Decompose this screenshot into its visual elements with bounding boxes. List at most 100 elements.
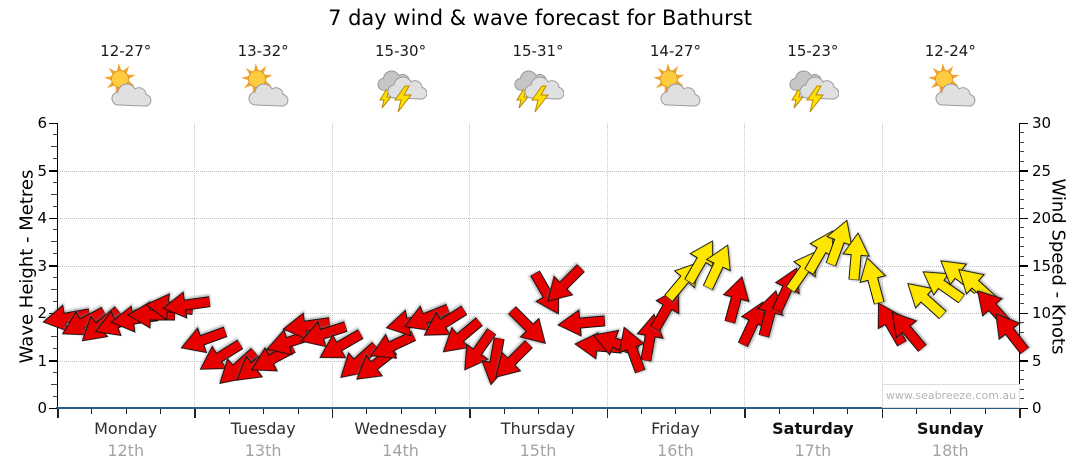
right-axis-tick (1020, 170, 1028, 172)
day-name: Wednesday (354, 419, 447, 438)
day-date: 12th (107, 441, 145, 460)
left-axis-tick (53, 158, 57, 160)
left-axis-tick (51, 241, 57, 243)
horizontal-gridline (57, 360, 1019, 362)
left-axis-tick (49, 217, 57, 219)
left-axis-tick (53, 134, 57, 136)
six-hour-tick (297, 409, 299, 414)
day-date: 15th (519, 441, 557, 460)
left-axis-tick (53, 371, 57, 373)
left-axis-tick-label: 2 (37, 304, 47, 322)
vertical-gridline (194, 123, 196, 408)
left-axis-tick (49, 407, 57, 409)
wind-arrow (891, 311, 928, 353)
six-hour-tick (538, 409, 539, 414)
day-name: Saturday (772, 419, 854, 438)
six-hour-tick (915, 409, 917, 414)
left-axis-tick (49, 265, 57, 267)
day-temperature: 12-24° (924, 42, 976, 60)
storm-icon (787, 62, 840, 118)
sun-cloud-icon (237, 62, 289, 118)
right-axis-tick (1020, 189, 1024, 190)
right-axis-tick (1020, 312, 1028, 314)
storm-icon (375, 62, 427, 118)
right-axis-tick (1020, 227, 1024, 228)
day-boundary-tick (744, 409, 746, 418)
right-axis-tick (1020, 274, 1024, 276)
day-boundary-tick (469, 409, 471, 418)
wind-arrow (684, 239, 714, 285)
right-axis-tick (1020, 322, 1024, 323)
left-axis-tick (53, 253, 57, 255)
day-temperature: 14-27° (649, 42, 701, 60)
left-axis-tick (53, 348, 57, 350)
day-date: 13th (244, 441, 282, 460)
six-hour-tick (812, 409, 814, 414)
wind-arrow (995, 313, 1030, 355)
left-axis-tick (51, 383, 57, 385)
wind-arrow (61, 306, 107, 335)
wind-arrow (737, 300, 766, 348)
horizontal-gridline (57, 170, 1019, 172)
wind-arrow (180, 326, 228, 353)
horizontal-gridline (57, 265, 1019, 267)
right-axis-tick-label: 30 (1032, 114, 1052, 132)
day-boundary-tick (57, 409, 59, 418)
right-axis-tick (1020, 265, 1028, 267)
day-temperature: 12-27° (100, 42, 152, 60)
wind-arrow (859, 256, 887, 305)
right-axis-tick (1020, 293, 1024, 295)
right-axis-tick (1020, 369, 1024, 371)
vertical-gridline (331, 123, 333, 408)
right-axis-tick (1020, 255, 1024, 257)
left-axis-tick (53, 276, 57, 278)
horizontal-gridline (57, 218, 1019, 219)
left-axis-tick (53, 300, 57, 302)
day-name: Friday (651, 419, 700, 438)
day-name: Monday (94, 419, 158, 438)
wind-arrow (423, 304, 468, 336)
wind-arrow (300, 320, 349, 348)
day-name: Tuesday (230, 419, 296, 438)
six-hour-tick (950, 409, 952, 414)
day-name: Sunday (917, 419, 984, 438)
right-axis-tick (1020, 407, 1028, 409)
left-axis-tick (53, 181, 57, 183)
right-axis-tick (1020, 284, 1024, 285)
chart-title: 7 day wind & wave forecast for Bathurst (328, 6, 752, 30)
left-axis-tick (53, 395, 57, 397)
right-axis-tick-label: 25 (1032, 161, 1052, 180)
wind-arrow (619, 326, 647, 374)
six-hour-tick (160, 409, 162, 414)
day-name: Thursday (500, 419, 576, 438)
right-axis-tick (1020, 141, 1024, 143)
six-hour-tick (400, 409, 402, 414)
right-axis-tick-label: 5 (1032, 351, 1042, 370)
left-axis-tick (51, 146, 57, 148)
six-hour-tick (263, 409, 265, 414)
six-hour-tick (778, 409, 780, 414)
left-axis-tick (51, 288, 57, 290)
day-boundary-tick (881, 409, 884, 418)
six-hour-tick (641, 409, 643, 414)
vertical-gridline (469, 123, 471, 408)
day-boundary-tick (1019, 409, 1021, 418)
left-axis-tick (51, 193, 57, 195)
wind-arrow (703, 243, 732, 291)
day-temperature: 15-30° (375, 42, 427, 60)
vertical-gridline (881, 123, 883, 408)
day-date: 18th (931, 441, 969, 460)
wind-arrow (546, 263, 585, 302)
wind-arrow (906, 282, 947, 320)
right-axis-tick (1020, 160, 1024, 162)
six-hour-tick (572, 409, 574, 414)
wind-arrow (825, 219, 852, 267)
right-axis-tick-label: 15 (1032, 256, 1052, 275)
wind-arrow (199, 339, 244, 370)
six-hour-tick (675, 409, 677, 414)
vertical-gridline (606, 123, 608, 408)
right-axis-tick (1020, 122, 1028, 124)
watermark: www.seabreeze.com.au (882, 384, 1020, 408)
wind-arrow (557, 308, 606, 337)
vertical-gridline (744, 123, 746, 408)
